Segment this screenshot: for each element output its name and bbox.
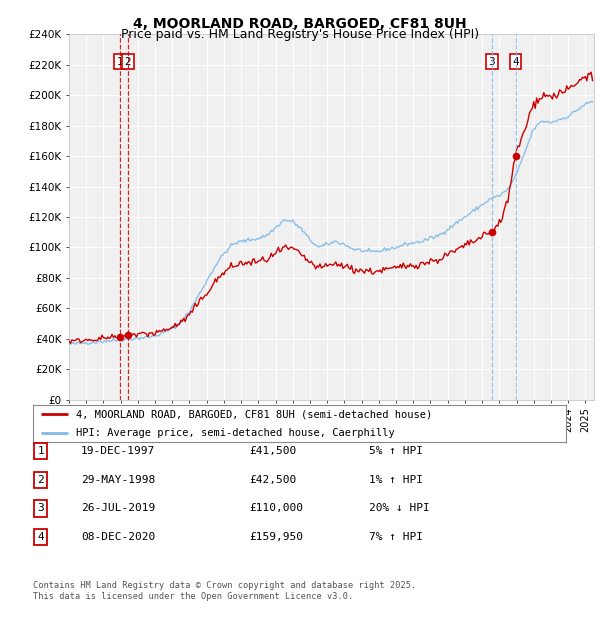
Text: 2: 2 [124, 56, 131, 66]
Text: HPI: Average price, semi-detached house, Caerphilly: HPI: Average price, semi-detached house,… [76, 428, 394, 438]
Text: £159,950: £159,950 [249, 532, 303, 542]
Text: Price paid vs. HM Land Registry's House Price Index (HPI): Price paid vs. HM Land Registry's House … [121, 28, 479, 41]
Text: £41,500: £41,500 [249, 446, 296, 456]
Text: 4, MOORLAND ROAD, BARGOED, CF81 8UH: 4, MOORLAND ROAD, BARGOED, CF81 8UH [133, 17, 467, 32]
Text: 1: 1 [37, 446, 44, 456]
Text: 20% ↓ HPI: 20% ↓ HPI [369, 503, 430, 513]
Text: 26-JUL-2019: 26-JUL-2019 [81, 503, 155, 513]
Text: £42,500: £42,500 [249, 475, 296, 485]
Text: 4, MOORLAND ROAD, BARGOED, CF81 8UH (semi-detached house): 4, MOORLAND ROAD, BARGOED, CF81 8UH (sem… [76, 409, 432, 419]
Text: 4: 4 [512, 56, 519, 66]
Text: 7% ↑ HPI: 7% ↑ HPI [369, 532, 423, 542]
Text: 2: 2 [37, 475, 44, 485]
Text: £110,000: £110,000 [249, 503, 303, 513]
Text: 19-DEC-1997: 19-DEC-1997 [81, 446, 155, 456]
Text: 3: 3 [488, 56, 495, 66]
Text: 29-MAY-1998: 29-MAY-1998 [81, 475, 155, 485]
Text: Contains HM Land Registry data © Crown copyright and database right 2025.: Contains HM Land Registry data © Crown c… [33, 581, 416, 590]
Text: 3: 3 [37, 503, 44, 513]
Text: This data is licensed under the Open Government Licence v3.0.: This data is licensed under the Open Gov… [33, 592, 353, 601]
Text: 08-DEC-2020: 08-DEC-2020 [81, 532, 155, 542]
Text: 1% ↑ HPI: 1% ↑ HPI [369, 475, 423, 485]
Text: 1: 1 [117, 56, 124, 66]
Text: 5% ↑ HPI: 5% ↑ HPI [369, 446, 423, 456]
Text: 4: 4 [37, 532, 44, 542]
